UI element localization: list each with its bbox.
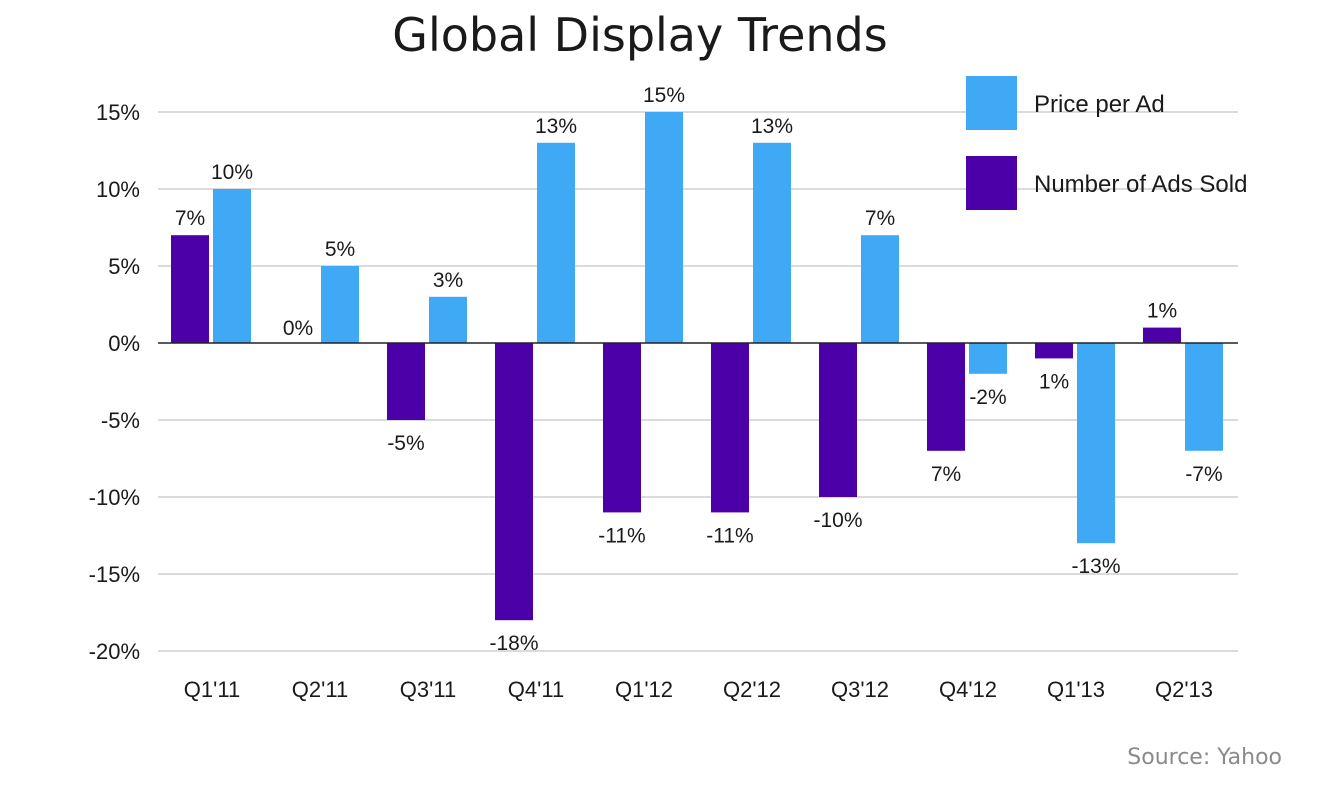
data-label: 7%: [865, 207, 895, 230]
y-tick-label: -15%: [89, 562, 140, 587]
x-tick-label: Q1'12: [615, 677, 673, 702]
bar-ads-sold: [1035, 343, 1073, 359]
source-note: Source: Yahoo: [1127, 745, 1282, 770]
data-label: -5%: [387, 432, 424, 455]
bar-price-per-ad: [321, 266, 359, 343]
bar-ads-sold: [171, 235, 209, 343]
data-label: -7%: [1185, 463, 1222, 486]
data-label: 10%: [211, 161, 253, 184]
bar-ads-sold: [711, 343, 749, 513]
x-tick-label: Q3'12: [831, 677, 889, 702]
bar-price-per-ad: [429, 296, 467, 343]
data-label: 5%: [325, 238, 355, 261]
legend-label: Number of Ads Sold: [1034, 171, 1247, 198]
data-label: -2%: [969, 386, 1006, 409]
y-tick-label: -5%: [101, 408, 140, 433]
bar-price-per-ad: [1185, 343, 1223, 451]
legend-label: Price per Ad: [1034, 91, 1165, 118]
data-label: 1%: [1147, 300, 1177, 323]
data-label: 3%: [433, 269, 463, 292]
data-label: 0%: [283, 317, 313, 340]
x-tick-label: Q4'11: [508, 677, 564, 702]
data-label: -13%: [1071, 555, 1120, 578]
x-tick-label: Q2'13: [1155, 677, 1213, 702]
bar-ads-sold: [819, 343, 857, 497]
x-tick-label: Q1'13: [1047, 677, 1105, 702]
bar-ads-sold: [387, 343, 425, 420]
bar-price-per-ad: [213, 189, 251, 343]
bar-ads-sold: [603, 343, 641, 513]
chart-title: Global Display Trends: [392, 8, 888, 62]
bar-price-per-ad: [645, 112, 683, 343]
data-label: -10%: [813, 509, 862, 532]
y-tick-label: -20%: [89, 639, 140, 664]
legend-swatch: [966, 156, 1017, 210]
data-label: -18%: [489, 632, 538, 655]
y-tick-label: -10%: [89, 485, 140, 510]
data-label: 7%: [931, 463, 961, 486]
data-label: 1%: [1039, 370, 1069, 393]
y-tick-label: 5%: [108, 254, 140, 279]
legend-swatch: [966, 76, 1017, 130]
data-label: 15%: [643, 84, 685, 107]
bar-ads-sold: [1143, 327, 1181, 343]
y-tick-label: 10%: [96, 177, 140, 202]
bar-ads-sold: [495, 343, 533, 621]
y-tick-label: 0%: [108, 331, 140, 356]
bar-price-per-ad: [861, 235, 899, 343]
data-label: 7%: [175, 207, 205, 230]
data-label: 13%: [751, 115, 793, 138]
y-tick-label: 15%: [96, 100, 140, 125]
x-tick-label: Q1'11: [184, 677, 240, 702]
bar-price-per-ad: [969, 343, 1007, 374]
x-tick-label: Q3'11: [400, 677, 456, 702]
bar-price-per-ad: [537, 142, 575, 343]
x-tick-label: Q2'12: [723, 677, 781, 702]
x-tick-label: Q2'11: [292, 677, 348, 702]
bar-price-per-ad: [753, 142, 791, 343]
data-label: 13%: [535, 115, 577, 138]
x-tick-label: Q4'12: [939, 677, 997, 702]
data-label: -11%: [598, 524, 645, 547]
data-label: -11%: [706, 524, 753, 547]
bar-price-per-ad: [1077, 343, 1115, 544]
bar-ads-sold: [927, 343, 965, 451]
